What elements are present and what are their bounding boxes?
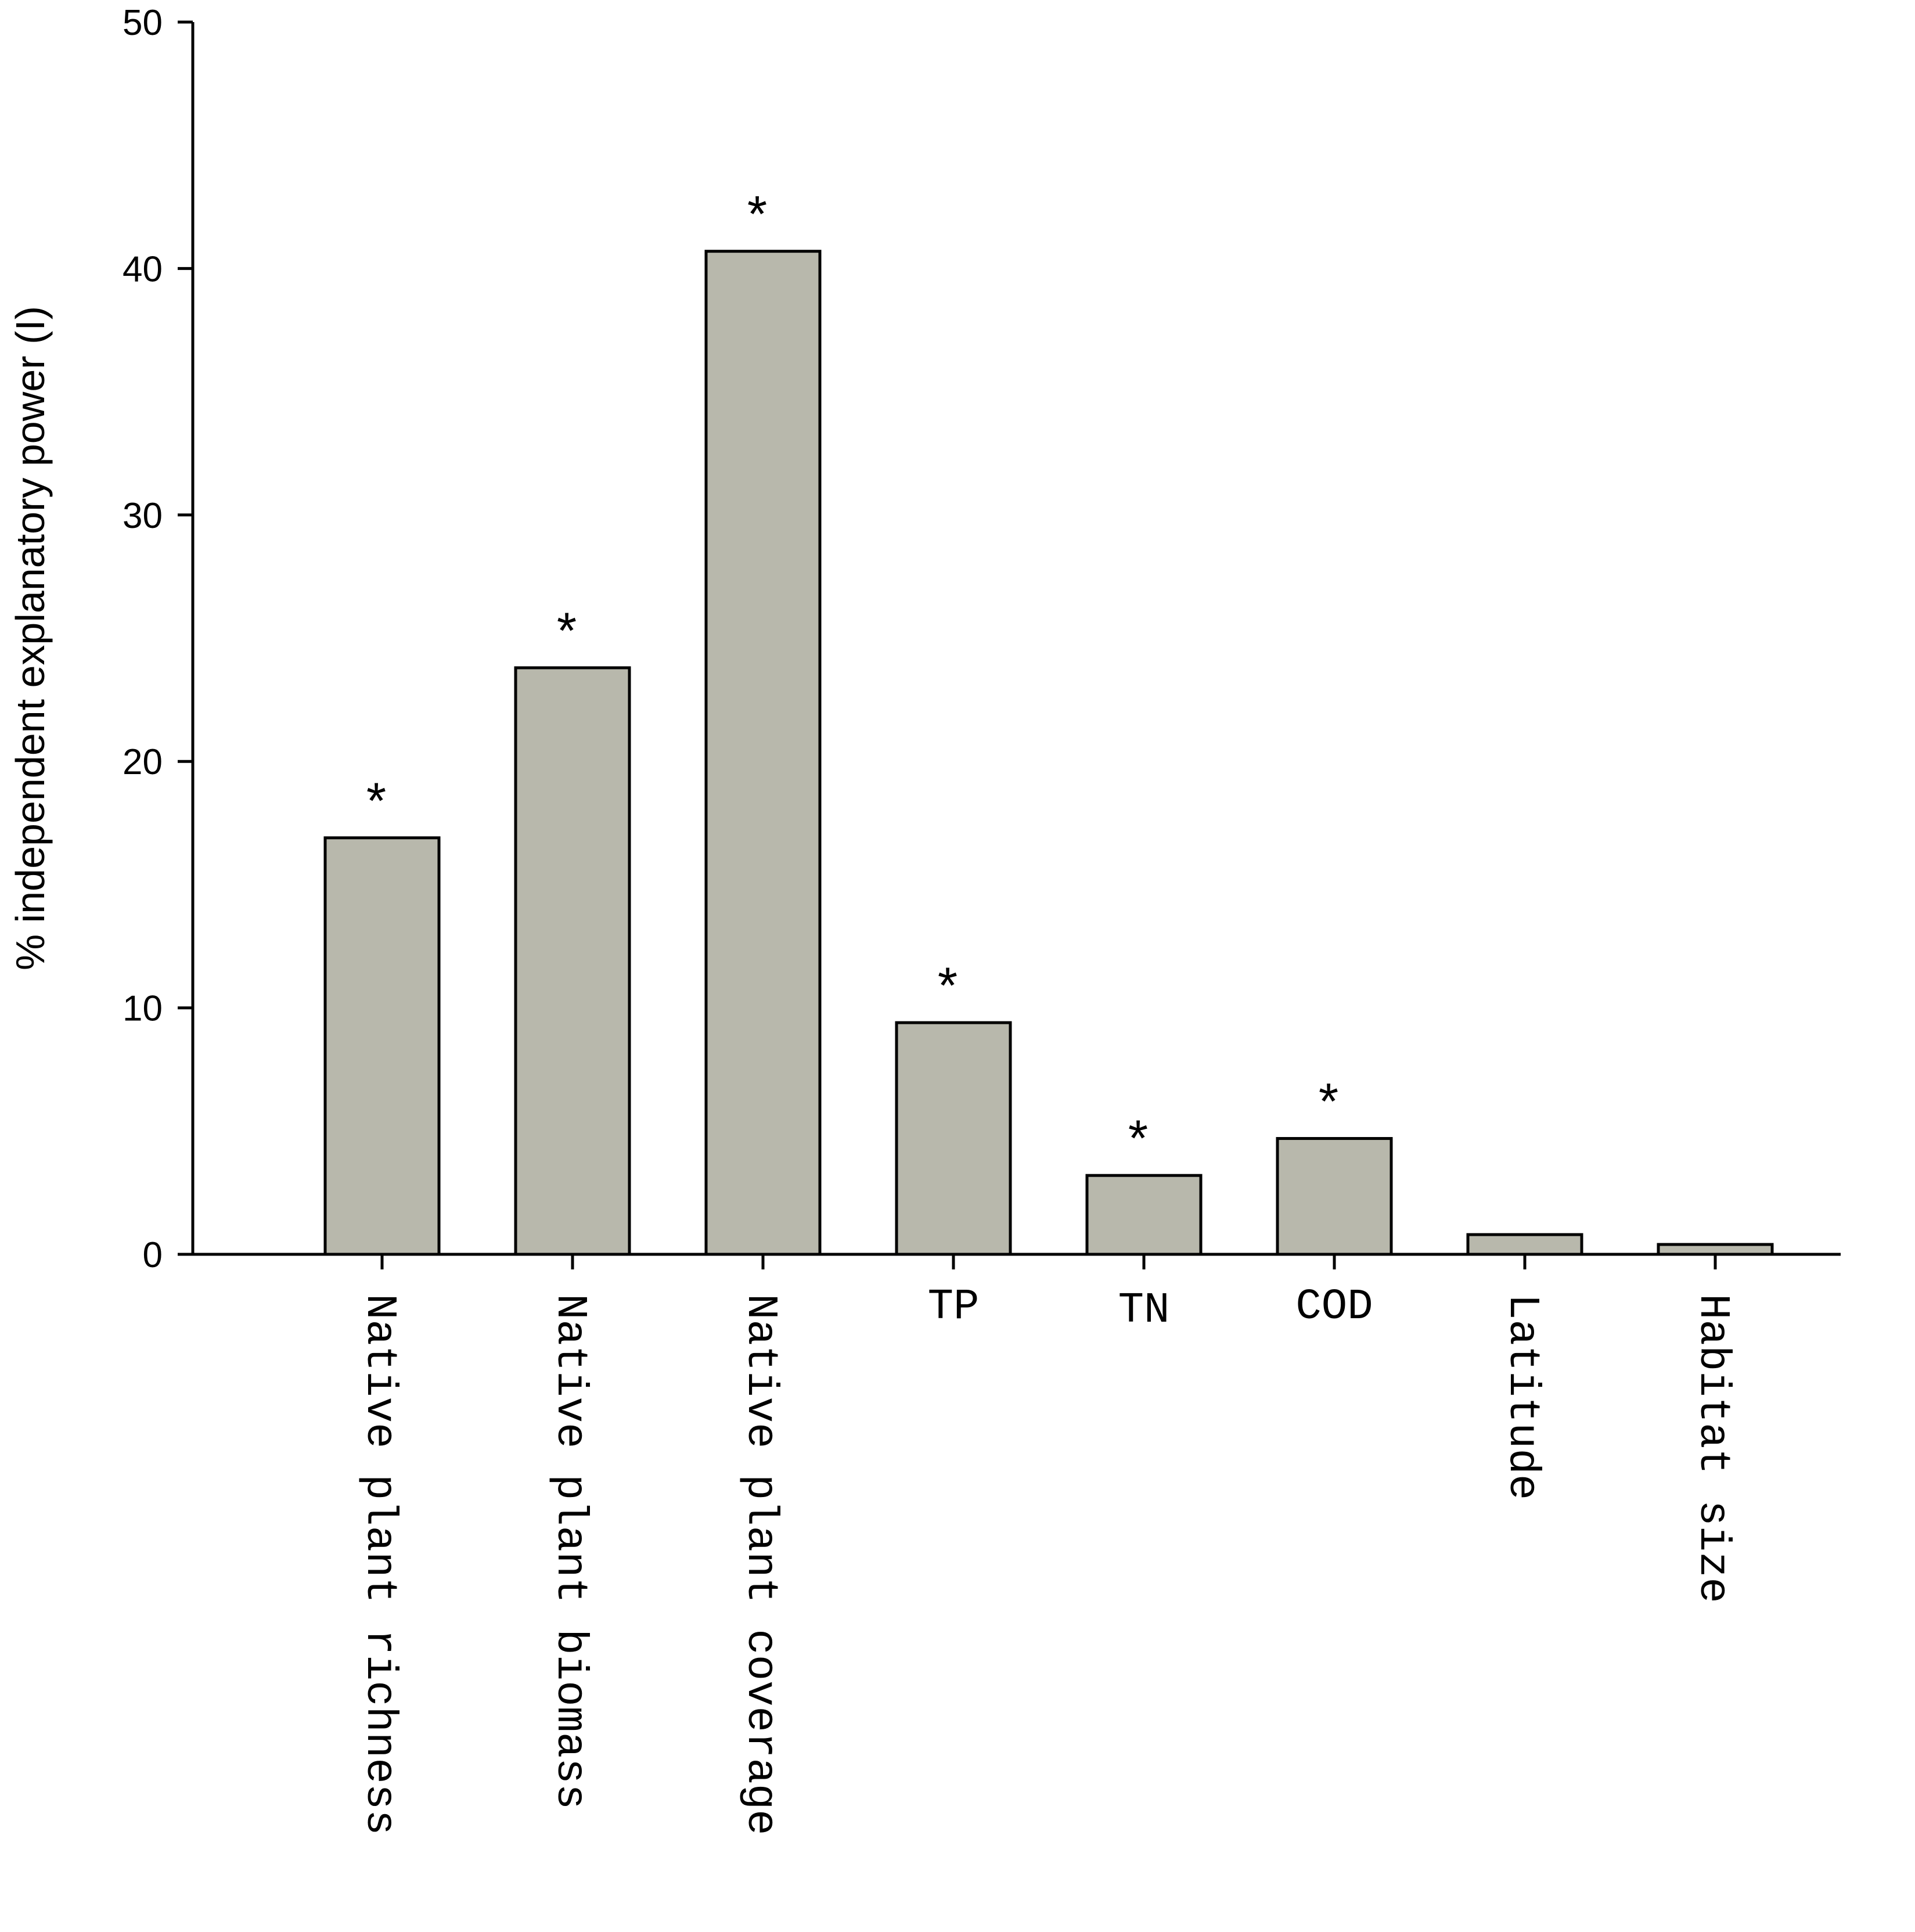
- bars: [323, 250, 1774, 1256]
- y-tick-label: 10: [123, 989, 163, 1029]
- category-label: Native plant coverage: [736, 1294, 784, 1836]
- significance-asterisk: *: [557, 602, 577, 659]
- significance-asterisk: *: [938, 956, 958, 1014]
- axes: 0 10 20 30 40 50: [123, 3, 1841, 1275]
- y-tick-label: 50: [123, 3, 163, 43]
- category-label: Habitat size: [1688, 1294, 1737, 1603]
- category-label: Latitude: [1498, 1294, 1546, 1500]
- y-tick-label: 0: [143, 1235, 163, 1275]
- significance-asterisk: *: [747, 185, 767, 243]
- y-tick-label: 30: [123, 496, 163, 536]
- bar: [323, 836, 441, 1256]
- category-label: TP: [928, 1283, 980, 1332]
- y-tick-label: 20: [123, 742, 163, 782]
- category-label: TN: [1118, 1286, 1170, 1335]
- category-label: Native plant richness: [355, 1294, 404, 1836]
- y-tick-label: 40: [123, 249, 163, 289]
- bar: [1466, 1233, 1583, 1256]
- y-ticks: 0 10 20 30 40 50: [123, 3, 193, 1275]
- category-label: COD: [1295, 1283, 1373, 1332]
- category-label: Native plant biomass: [545, 1294, 594, 1809]
- x-ticks: [380, 1254, 1717, 1269]
- significance-marks: * * * * * *: [366, 185, 1338, 1167]
- significance-asterisk: *: [1128, 1109, 1148, 1167]
- bar: [1085, 1174, 1203, 1256]
- bar: [1276, 1137, 1393, 1256]
- bar: [895, 1021, 1012, 1256]
- significance-asterisk: *: [1319, 1073, 1338, 1130]
- bar: [1657, 1243, 1774, 1256]
- significance-asterisk: *: [366, 772, 386, 829]
- bar: [704, 250, 822, 1256]
- bar: [514, 666, 631, 1256]
- category-labels: Native plant richness Native plant biomas…: [355, 1283, 1737, 1836]
- y-axis-title: % independent explanatory power (I): [8, 306, 53, 970]
